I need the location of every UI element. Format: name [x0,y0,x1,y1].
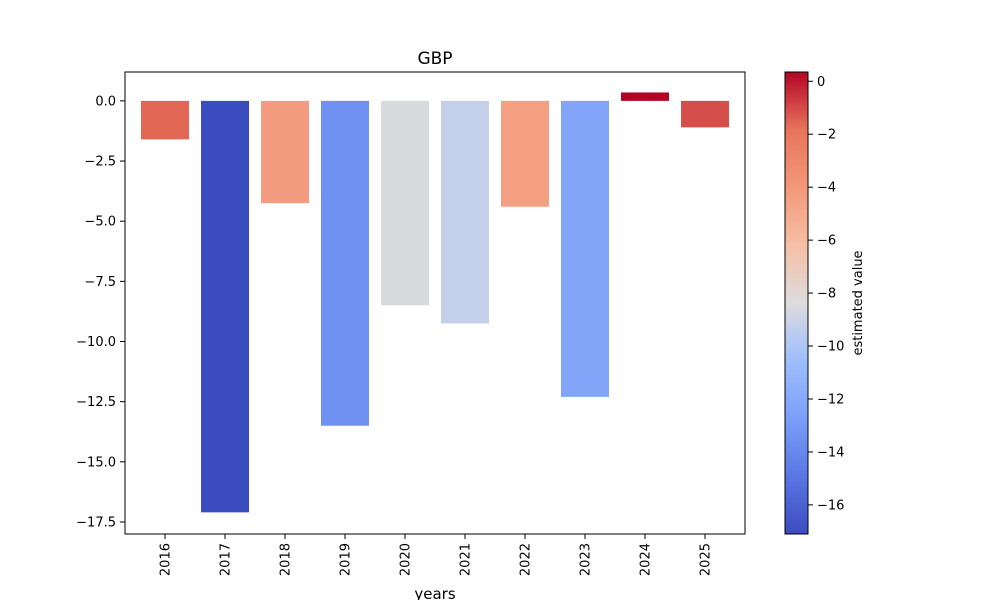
colorbar-tick-label: −12 [817,392,844,407]
x-tick-label: 2021 [459,543,474,576]
colorbar-tick-label: −16 [817,498,844,513]
x-tick-label: 2016 [159,543,174,576]
colorbar: 0 −2 −4 −6 −8 −10 −12 −14 −16 estimated value [784,71,866,535]
x-ticks-group: 2016 2017 2018 2019 2020 2021 2022 2023 2024 2025 [159,534,714,576]
x-tick-label: 2025 [699,543,714,576]
x-tick-label: 2024 [639,543,654,576]
colorbar-ticks-group: 0 −2 −4 −6 −8 −10 −12 −14 −16 [808,75,844,513]
colorbar-tick-label: −6 [817,234,836,249]
colorbar-label: estimated value [851,250,866,355]
x-tick-label: 2018 [279,543,294,576]
y-tick-label: −10.0 [76,335,116,350]
x-tick-label: 2022 [519,543,534,576]
bars-group [141,92,729,513]
bar-2016 [141,100,189,140]
colorbar-tick-label: −8 [817,287,836,302]
bar-2024 [621,92,669,101]
bar-2017 [201,100,249,513]
bar-2018 [261,100,309,204]
colorbar-tick-label: −10 [817,340,844,355]
y-tick-label: −7.5 [84,275,116,290]
colorbar-tick-label: −4 [817,181,836,196]
bar-2023 [561,100,609,397]
plot-frame [124,71,746,535]
y-tick-label: −17.5 [76,515,116,530]
bar-2022 [501,100,549,207]
x-axis-label: years [414,585,455,600]
y-ticks-group: 0.0 −2.5 −5.0 −7.5 −10.0 −12.5 −15.0 −17.5 [76,94,125,530]
x-tick-label: 2023 [579,543,594,576]
y-tick-label: −12.5 [76,395,116,410]
colorbar-tick-label: 0 [817,75,825,90]
y-tick-label: 0.0 [95,94,116,109]
y-tick-label: −15.0 [76,455,116,470]
colorbar-gradient [784,71,809,535]
colorbar-tick-label: −14 [817,445,844,460]
bar-2020 [381,100,429,306]
y-tick-label: −5.0 [84,215,116,230]
x-tick-label: 2019 [339,543,354,576]
chart-title: GBP [417,49,452,69]
x-tick-label: 2017 [219,543,234,576]
bar-2025 [681,100,729,128]
x-tick-label: 2020 [399,543,414,576]
bar-2021 [441,100,489,324]
y-tick-label: −2.5 [84,155,116,170]
bar-2019 [321,100,369,426]
colorbar-tick-label: −2 [817,128,836,143]
